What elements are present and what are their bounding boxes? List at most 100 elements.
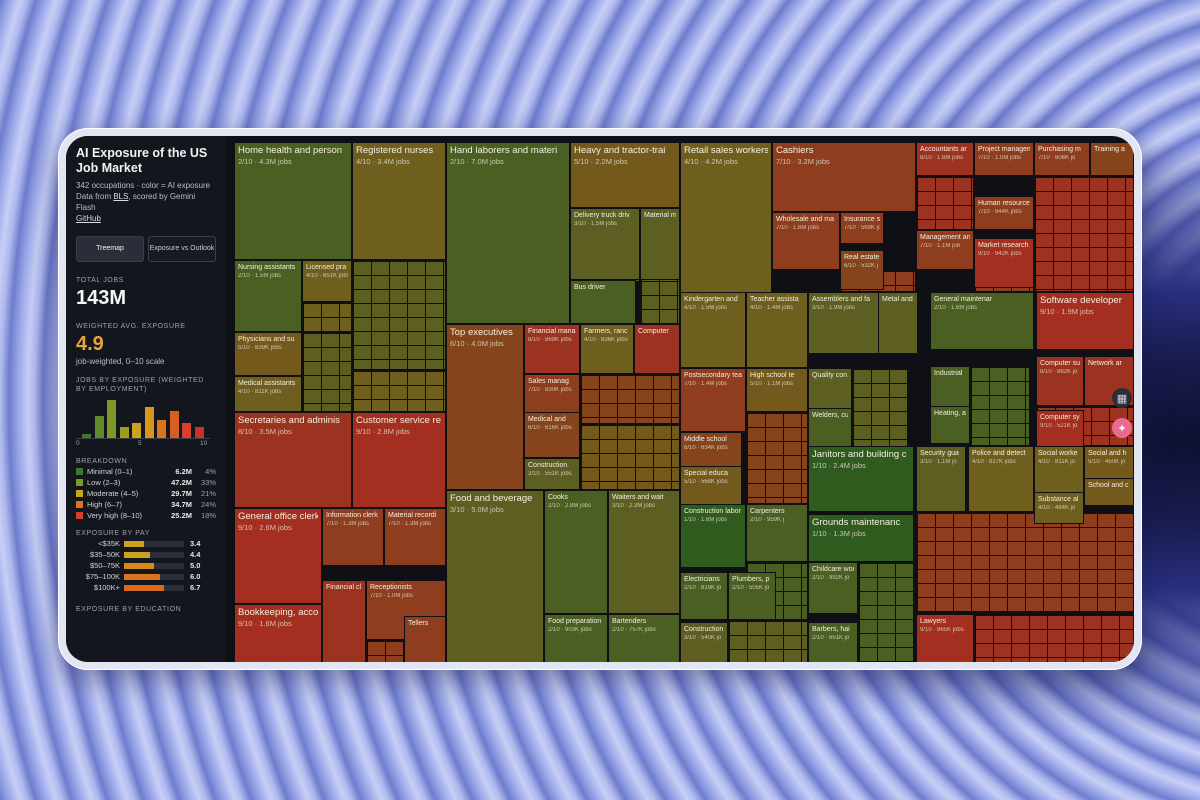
treemap-tile[interactable]: Tellers bbox=[404, 616, 446, 662]
treemap-tile[interactable]: Financial mana 8/10 · 869K jobs bbox=[524, 324, 580, 374]
treemap-tile[interactable]: Home health and person 2/10 · 4.3M jobs bbox=[234, 142, 352, 260]
translate-icon[interactable]: ✦ bbox=[1112, 418, 1132, 438]
treemap-tile[interactable]: Project managem 7/10 · 1.0M jobs bbox=[974, 142, 1034, 176]
treemap-tile[interactable]: Construction 3/10 · 551K jobs bbox=[524, 458, 580, 490]
tile-name: General office clerk bbox=[238, 511, 318, 522]
treemap-tile[interactable]: Social worke 4/10 · 811K jo bbox=[1034, 446, 1084, 498]
treemap-tile[interactable]: School and c bbox=[1084, 478, 1134, 506]
treemap-tile[interactable]: Insurance s 7/10 · 569K jo bbox=[840, 212, 884, 244]
treemap-small-cells bbox=[970, 366, 1030, 446]
tile-name: Licensed pra bbox=[306, 264, 347, 271]
treemap-tile[interactable]: Nursing assistants 2/10 · 1.5M jobs bbox=[234, 260, 302, 332]
treemap-tile[interactable]: Management an 7/10 · 1.1M job bbox=[916, 230, 974, 270]
treemap-tile[interactable]: Training a bbox=[1090, 142, 1134, 176]
treemap-tile[interactable]: Heavy and tractor-trai 5/10 · 2.2M jobs bbox=[570, 142, 680, 208]
breakdown-value: 25.2M bbox=[171, 511, 192, 520]
tile-name: Computer su bbox=[1040, 360, 1080, 367]
tile-meta: 4/10 · 811K jo bbox=[1038, 459, 1075, 465]
treemap-tile[interactable]: Kindergarten and 4/10 · 1.5M jobs bbox=[680, 292, 746, 368]
treemap-tile[interactable]: Cooks 2/10 · 2.8M jobs bbox=[544, 490, 608, 614]
tile-name: Welders, cu bbox=[812, 412, 848, 419]
treemap-tile[interactable]: Medical assistants 4/10 · 811K jobs bbox=[234, 376, 302, 412]
github-link[interactable]: GitHub bbox=[76, 214, 101, 223]
treemap-tile[interactable]: Heating, a bbox=[930, 406, 970, 444]
treemap-tile[interactable]: Accountants ar 8/10 · 1.6M jobs bbox=[916, 142, 974, 176]
treemap-tile[interactable]: Childcare wor 2/10 · 992K jo bbox=[808, 562, 858, 614]
treemap-tile[interactable]: Purchasing m 7/10 · 606K jo bbox=[1034, 142, 1090, 176]
treemap-tile[interactable]: Postsecondary tea 7/10 · 1.4M jobs bbox=[680, 368, 746, 432]
tile-name: Sales manag bbox=[528, 378, 569, 385]
tile-meta: 3/10 · 1.1M jo bbox=[920, 459, 957, 465]
tile-meta: 7/10 · 1.6M jobs bbox=[776, 225, 820, 231]
tile-name: Barbers, hai bbox=[812, 626, 850, 633]
treemap-tile[interactable]: Physicians and su 5/10 · 839K jobs bbox=[234, 332, 302, 376]
treemap-tile[interactable]: Material m bbox=[640, 208, 680, 280]
total-jobs-value: 143M bbox=[76, 287, 127, 309]
treemap-tile[interactable]: Waiters and wait 3/10 · 2.3M jobs bbox=[608, 490, 680, 614]
treemap-tile[interactable]: Information clerk 7/10 · 1.3M jobs bbox=[322, 508, 384, 566]
treemap-tile[interactable]: General office clerk 9/10 · 2.6M jobs bbox=[234, 508, 322, 604]
treemap-tile[interactable]: Carpenters 2/10 · 959K j bbox=[746, 504, 808, 562]
treemap-tile[interactable]: Bartenders 2/10 · 757K jobs bbox=[608, 614, 680, 662]
treemap-tile[interactable]: Electricians 2/10 · 819K jo bbox=[680, 572, 728, 620]
treemap-tile[interactable]: Delivery truck driv 3/10 · 1.5M jobs bbox=[570, 208, 640, 280]
tile-meta: 7/10 · 3.2M jobs bbox=[776, 157, 830, 166]
treemap-tile[interactable]: Material recordi 7/10 · 1.3M jobs bbox=[384, 508, 446, 566]
treemap-tile[interactable]: Bus driver bbox=[570, 280, 636, 324]
treemap-tile[interactable]: Top executives 6/10 · 4.0M jobs bbox=[446, 324, 524, 490]
treemap-tile[interactable]: Welders, cu bbox=[808, 408, 852, 448]
bls-link[interactable]: BLS bbox=[113, 192, 129, 201]
tile-name: Heating, a bbox=[934, 410, 966, 417]
tile-name: Human resource bbox=[978, 200, 1030, 207]
treemap-tile[interactable]: Cashiers 7/10 · 3.2M jobs bbox=[772, 142, 916, 212]
exposure-vs-outlook-button[interactable]: Exposure vs Outlook bbox=[148, 236, 216, 262]
treemap-tile[interactable]: Licensed pra 4/10 · 651K jobs bbox=[302, 260, 352, 302]
treemap: Home health and person 2/10 · 4.3M jobs Re… bbox=[234, 142, 1134, 662]
treemap-tile[interactable]: Barbers, hai 2/10 · 651K jo bbox=[808, 622, 858, 662]
grid-icon[interactable]: ▦ bbox=[1112, 388, 1132, 408]
treemap-tile[interactable]: Metal and bbox=[878, 292, 918, 354]
tile-meta: 4/10 · 3.4M jobs bbox=[356, 157, 410, 166]
treemap-tile[interactable]: Grounds maintenanc 1/10 · 1.3M jobs bbox=[808, 514, 914, 562]
treemap-tile[interactable]: Security gua 3/10 · 1.1M jo bbox=[916, 446, 966, 512]
treemap-tile[interactable]: Plumbers, p 2/10 · 505K jo bbox=[728, 572, 776, 620]
treemap-tile[interactable]: Special educa 5/10 · 568K jobs bbox=[680, 466, 742, 506]
treemap-tile[interactable]: Janitors and building c 1/10 · 2.4M jobs bbox=[808, 446, 914, 512]
treemap-tile[interactable]: Hand laborers and materi 2/10 · 7.0M jobs bbox=[446, 142, 570, 324]
treemap-tile[interactable]: Medical and 6/10 · 616K jobs bbox=[524, 412, 580, 458]
histogram-bar bbox=[119, 426, 129, 438]
treemap-tile[interactable]: Computer bbox=[634, 324, 680, 374]
avg-exposure-note: job-weighted, 0–10 scale bbox=[76, 357, 165, 366]
treemap-tile[interactable]: General maintenar 2/10 · 1.6M jobs bbox=[930, 292, 1034, 350]
treemap-tile[interactable]: Retail sales workers 4/10 · 4.2M jobs bbox=[680, 142, 772, 296]
treemap-tile[interactable]: Real estate 6/10 · 532K j bbox=[840, 250, 884, 290]
treemap-tile[interactable]: High school te 5/10 · 1.1M jobs bbox=[746, 368, 808, 412]
treemap-tile[interactable]: Construction labor 1/10 · 1.6M jobs bbox=[680, 504, 746, 568]
treemap-tile[interactable]: Registered nurses 4/10 · 3.4M jobs bbox=[352, 142, 446, 260]
treemap-tile[interactable]: Police and detect 4/10 · 827K jobs bbox=[968, 446, 1034, 512]
tile-name: General maintenar bbox=[934, 296, 992, 303]
treemap-tile[interactable]: Food preparation 2/10 · 903K jobs bbox=[544, 614, 608, 662]
treemap-tile[interactable]: Human resource 7/10 · 944K jobs bbox=[974, 196, 1034, 230]
treemap-tile[interactable]: Farmers, ranc 4/10 · 836K jobs bbox=[580, 324, 634, 374]
treemap-tile[interactable]: Wholesale and ma 7/10 · 1.6M jobs bbox=[772, 212, 840, 270]
tile-name: Market research bbox=[978, 242, 1029, 249]
treemap-tile[interactable]: Construction 3/10 · 540K jo bbox=[680, 622, 728, 662]
treemap-tile[interactable]: Lawyers 9/10 · 865K jobs bbox=[916, 614, 974, 662]
treemap-tile[interactable]: Teacher assista 4/10 · 1.4M jobs bbox=[746, 292, 808, 368]
treemap-tile[interactable]: Bookkeeping, acco 9/10 · 1.6M jobs bbox=[234, 604, 322, 662]
treemap-tile[interactable]: Market research 9/10 · 942K jobs bbox=[974, 238, 1034, 288]
treemap-tile[interactable]: Substance al 4/10 · 484K jo bbox=[1034, 492, 1084, 524]
tile-meta: 2/10 · 2.8M jobs bbox=[548, 503, 592, 509]
treemap-tile[interactable]: Software developer 9/10 · 1.9M jobs bbox=[1036, 292, 1134, 350]
histogram-bar bbox=[82, 433, 91, 438]
treemap-button[interactable]: Treemap bbox=[76, 236, 144, 262]
tile-name: Electricians bbox=[684, 576, 720, 583]
treemap-tile[interactable]: Food and beverage 3/10 · 5.0M jobs bbox=[446, 490, 544, 662]
treemap-tile[interactable]: Customer service re 9/10 · 2.8M jobs bbox=[352, 412, 446, 508]
tile-meta: 5/10 · 1.1M jobs bbox=[750, 381, 794, 387]
tile-name: Nursing assistants bbox=[238, 264, 296, 271]
treemap-tile[interactable]: Financial cl bbox=[322, 580, 366, 662]
treemap-tile[interactable]: Computer su 8/10 · 882K jo bbox=[1036, 356, 1084, 406]
treemap-tile[interactable]: Secretaries and adminis 8/10 · 3.5M jobs bbox=[234, 412, 352, 508]
